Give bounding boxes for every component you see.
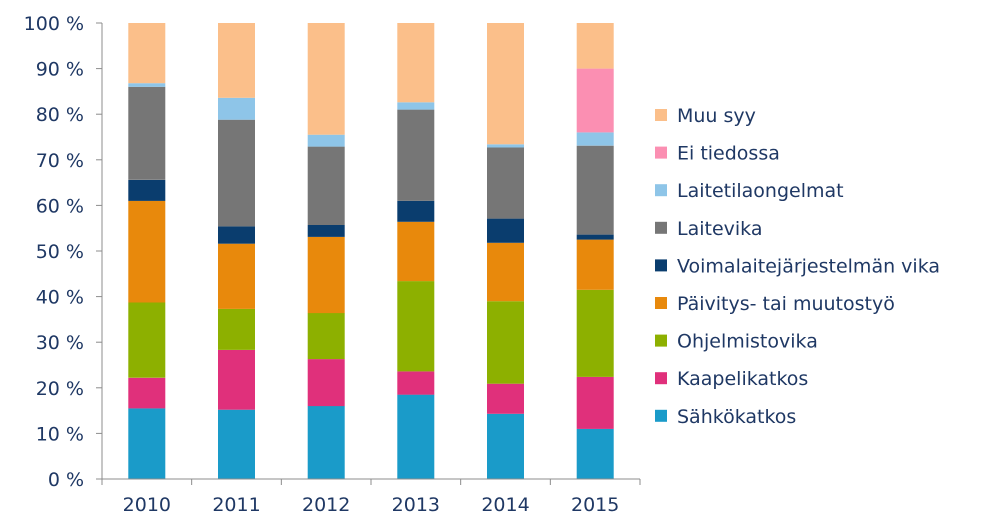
bar-segment-2014-ohjelmistovika — [487, 301, 524, 384]
legend-label-ohjelmistovika: Ohjelmistovika — [677, 331, 818, 353]
y-tick-label: 10 % — [36, 423, 84, 445]
bar-segment-2014-voimalaitejarjestelman-vika — [487, 218, 524, 243]
y-tick-label: 80 % — [36, 104, 84, 126]
bar-segment-2015-laitevika — [576, 145, 614, 235]
y-tick-label: 70 % — [36, 150, 84, 172]
bar-segment-2012-laitevika — [307, 146, 345, 225]
bar-segment-2013-voimalaitejarjestelman-vika — [397, 200, 435, 222]
bar-segment-2010-laitevika — [128, 86, 166, 180]
legend-swatch-voimalaitejarjestelman-vika — [655, 259, 667, 272]
bar-segment-2011-muu-syy — [218, 23, 255, 98]
bar-segment-2014-muu-syy — [487, 23, 524, 145]
legend-label-muu-syy: Muu syy — [677, 105, 756, 127]
bar-segment-2014-paivitys-tai-muutostyo — [487, 242, 524, 302]
legend-label-laitevika: Laitevika — [677, 218, 762, 240]
legend-label-voimalaitejarjestelman-vika: Voimalaitejärjestelmän vika — [677, 255, 940, 277]
y-tick-label: 90 % — [36, 59, 84, 81]
legend-swatch-ohjelmistovika — [655, 334, 667, 347]
legend: Muu syy Ei tiedossa Laitetilaongelmat Laite… — [655, 105, 940, 428]
bar-segment-2015-laitetilaongelmat — [576, 132, 614, 146]
bar-segment-2012-sahkokatkos — [307, 406, 345, 479]
bar-segment-2010-ohjelmistovika — [128, 302, 166, 378]
y-tick-label: 100 % — [24, 13, 84, 35]
legend-swatch-laitetilaongelmat — [655, 184, 667, 197]
y-tick-label: 0 % — [48, 469, 84, 491]
x-tick-label: 2010 — [123, 494, 171, 516]
x-tick-label: 2014 — [481, 494, 529, 516]
bar-segment-2015-voimalaitejarjestelman-vika — [576, 234, 614, 240]
bar-segment-2010-laitetilaongelmat — [128, 83, 166, 87]
bar-segment-2011-sahkokatkos — [218, 409, 255, 479]
bar-segment-2015-paivitys-tai-muutostyo — [576, 239, 614, 290]
y-tick-label: 50 % — [36, 241, 84, 263]
bar-segment-2012-kaapelikatkos — [307, 359, 345, 407]
bar-segment-2015-muu-syy — [576, 23, 614, 69]
x-tick-label: 2013 — [392, 494, 440, 516]
bar-segment-2013-muu-syy — [397, 23, 435, 103]
bar-segment-2014-kaapelikatkos — [487, 383, 524, 414]
bar-segment-2012-laitetilaongelmat — [307, 134, 345, 147]
bars-layer — [128, 23, 614, 479]
bar-segment-2015-kaapelikatkos — [576, 376, 614, 429]
bar-segment-2013-ohjelmistovika — [397, 281, 435, 372]
bar-segment-2014-laitetilaongelmat — [487, 144, 524, 148]
legend-swatch-ei-tiedossa — [655, 146, 667, 159]
bar-segment-2012-paivitys-tai-muutostyo — [307, 236, 345, 314]
legend-swatch-kaapelikatkos — [655, 372, 667, 385]
bar-segment-2010-sahkokatkos — [128, 408, 166, 479]
x-tick-labels: 2010 2011 2012 2013 2014 2015 — [123, 494, 620, 516]
bar-segment-2010-voimalaitejarjestelman-vika — [128, 179, 166, 201]
legend-label-paivitys-tai-muutostyo: Päivitys- tai muutostyö — [677, 293, 895, 315]
x-tick-label: 2011 — [212, 494, 260, 516]
y-tick-label: 30 % — [36, 332, 84, 354]
bar-segment-2012-muu-syy — [307, 23, 345, 135]
bar-segment-2011-kaapelikatkos — [218, 350, 255, 410]
y-tick-label: 60 % — [36, 195, 84, 217]
legend-label-ei-tiedossa: Ei tiedossa — [677, 143, 780, 165]
bar-segment-2010-muu-syy — [128, 23, 166, 84]
legend-label-kaapelikatkos: Kaapelikatkos — [677, 368, 808, 390]
legend-label-laitetilaongelmat: Laitetilaongelmat — [677, 180, 844, 202]
bar-segment-2012-ohjelmistovika — [307, 313, 345, 360]
bar-segment-2012-voimalaitejarjestelman-vika — [307, 225, 345, 237]
bar-segment-2011-laitevika — [218, 119, 255, 227]
axes-layer — [96, 22, 641, 485]
bar-segment-2015-sahkokatkos — [576, 428, 614, 479]
bar-segment-2013-laitevika — [397, 109, 435, 201]
bar-segment-2011-laitetilaongelmat — [218, 97, 255, 120]
bar-segment-2010-kaapelikatkos — [128, 377, 166, 409]
bar-segment-2011-voimalaitejarjestelman-vika — [218, 226, 255, 244]
bar-segment-2011-paivitys-tai-muutostyo — [218, 243, 255, 309]
bar-segment-2013-paivitys-tai-muutostyo — [397, 221, 435, 282]
y-tick-label: 20 % — [36, 378, 84, 400]
bar-segment-2013-kaapelikatkos — [397, 371, 435, 395]
legend-swatch-sahkokatkos — [655, 409, 667, 422]
bar-segment-2014-sahkokatkos — [487, 413, 524, 479]
legend-swatch-muu-syy — [655, 109, 667, 121]
bar-segment-2013-laitetilaongelmat — [397, 102, 435, 110]
bar-segment-2015-ei-tiedossa — [576, 68, 614, 133]
y-tick-label: 40 % — [36, 287, 84, 309]
legend-swatch-laitevika — [655, 221, 667, 234]
bar-segment-2015-ohjelmistovika — [576, 289, 614, 377]
bar-segment-2013-sahkokatkos — [397, 394, 435, 479]
x-tick-label: 2015 — [571, 494, 619, 516]
bar-segment-2011-ohjelmistovika — [218, 308, 255, 350]
legend-swatch-paivitys-tai-muutostyo — [655, 297, 667, 309]
bar-segment-2014-laitevika — [487, 147, 524, 219]
x-tick-label: 2012 — [302, 494, 350, 516]
bar-segment-2010-paivitys-tai-muutostyo — [128, 200, 166, 303]
legend-label-sahkokatkos: Sähkökatkos — [677, 406, 796, 428]
y-tick-labels: 0 % 10 % 20 % 30 % 40 % 50 % 60 % 70 % 80 % 90 % 1… — [24, 13, 84, 491]
